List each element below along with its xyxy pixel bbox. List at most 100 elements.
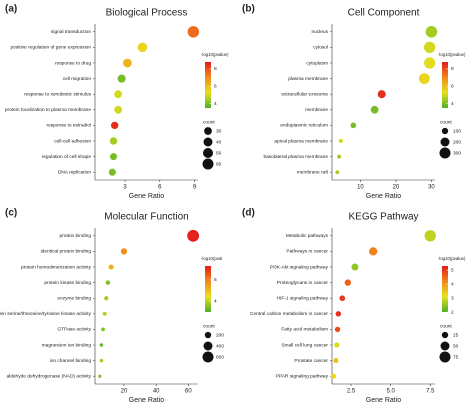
dot xyxy=(335,170,340,175)
dot xyxy=(334,326,341,333)
y-tick-label: regulation of cell shape xyxy=(42,154,92,160)
dot xyxy=(337,154,342,159)
x-tick-label: 9 xyxy=(193,185,197,191)
dot xyxy=(123,58,132,68)
y-tick-label: Proteoglycans in cancer xyxy=(277,280,329,286)
color-tick-label: 6 xyxy=(214,277,217,283)
y-tick-label: HIF-1 signaling pathway xyxy=(277,295,329,301)
y-tick-label: Fatty acid metabolism xyxy=(281,327,328,333)
y-tick-label: positive regulation of gene expression xyxy=(10,45,91,51)
color-legend-title: -log10(pvalue) xyxy=(201,52,229,57)
size-key xyxy=(441,127,449,135)
x-tick-label: 20 xyxy=(121,389,128,395)
size-key-label: 200 xyxy=(453,139,461,145)
size-key xyxy=(202,147,214,159)
dot xyxy=(338,138,344,144)
panel-title: Cell Component xyxy=(348,8,420,19)
y-tick-label: protein serine/threonine/tyrosine kinase… xyxy=(0,311,92,317)
y-tick-label: cell-cell adhesion xyxy=(54,138,91,144)
x-tick-label: 10 xyxy=(357,185,364,191)
size-key-label: 300 xyxy=(453,150,461,156)
panel: (c) Molecular Function 20 40 60 Gene Ratio pro… xyxy=(0,208,224,404)
size-key xyxy=(439,147,451,159)
dot xyxy=(350,122,357,129)
panel: (b) Cell Component 10 20 30 Gene Ratio nucleus… xyxy=(242,4,466,200)
size-legend-title: count xyxy=(440,119,452,125)
panel-label: (d) xyxy=(242,208,255,219)
y-tick-label: ion channel binding xyxy=(50,358,92,364)
dot xyxy=(99,358,104,363)
color-bar xyxy=(205,62,211,108)
panel: (a) Biological Process 3 6 9 Gene Ratio signal… xyxy=(5,4,229,200)
color-bar xyxy=(442,62,448,108)
dot xyxy=(334,342,340,348)
size-key xyxy=(439,351,451,363)
y-tick-label: response to drug xyxy=(55,60,91,66)
y-tick-label: GTPase activity xyxy=(57,327,91,333)
color-tick-label: 3 xyxy=(451,295,454,301)
x-axis-label: Gene Ratio xyxy=(129,193,165,200)
y-tick-label: extracellular exosome xyxy=(281,91,328,97)
x-axis-label: Gene Ratio xyxy=(366,397,402,404)
y-tick-label: Central carbon metabolism in cancer xyxy=(250,311,329,317)
dot xyxy=(377,90,386,99)
x-tick-label: 30 xyxy=(428,185,435,191)
y-tick-label: response to estradiol xyxy=(46,123,91,129)
size-key-label: 200 xyxy=(216,332,224,338)
y-tick-label: PI3K-Akt signaling pathway xyxy=(270,264,329,270)
dot xyxy=(423,41,436,54)
y-tick-label: nucleus xyxy=(311,29,328,35)
size-key-label: 40 xyxy=(216,139,222,145)
y-tick-label: membrane raft xyxy=(297,169,329,175)
y-tick-label: protein kinase binding xyxy=(44,280,91,286)
size-key xyxy=(204,331,212,339)
dot xyxy=(424,230,436,242)
color-bar xyxy=(442,266,448,312)
color-legend-title: -log10(pvalue) xyxy=(438,52,466,57)
y-tick-label: cytosol xyxy=(313,45,328,51)
color-tick-label: 6 xyxy=(214,84,217,90)
panel-title: KEGG Pathway xyxy=(348,212,418,223)
x-tick-label: 5.0 xyxy=(386,389,395,395)
y-tick-label: protein localization to plasma membrane xyxy=(5,107,91,113)
y-tick-label: DNA replication xyxy=(58,169,91,175)
y-tick-label: membrane xyxy=(305,107,328,113)
y-tick-label: identical protein binding xyxy=(41,249,92,255)
color-tick-label: 5 xyxy=(451,267,454,273)
dot xyxy=(109,153,118,161)
size-key-label: 60 xyxy=(216,161,222,167)
dot xyxy=(425,26,438,38)
color-bar xyxy=(205,266,211,312)
size-key xyxy=(203,341,213,351)
x-tick-label: 60 xyxy=(185,389,192,395)
dot xyxy=(105,280,111,285)
dot xyxy=(424,57,436,69)
panel-label: (c) xyxy=(5,208,17,219)
x-axis-label: Gene Ratio xyxy=(366,193,402,200)
dot xyxy=(339,295,346,302)
size-key xyxy=(203,137,213,147)
color-legend-title: -log10(pval xyxy=(201,256,222,261)
panel: (d) KEGG Pathway 2.5 5.0 7.5 Gene Ratio Metabo… xyxy=(242,208,466,404)
y-tick-label: protein binding xyxy=(60,233,92,239)
dot xyxy=(333,358,339,364)
color-tick-label: 8 xyxy=(214,66,217,72)
dot xyxy=(344,279,352,286)
dot xyxy=(370,105,379,114)
y-tick-label: cell migration xyxy=(63,76,92,82)
color-tick-label: 4 xyxy=(451,101,454,107)
dot xyxy=(418,73,430,85)
size-key xyxy=(440,341,450,351)
dot xyxy=(101,327,105,332)
dot xyxy=(369,247,378,256)
dot xyxy=(137,42,148,53)
x-tick-label: 6 xyxy=(158,185,162,191)
size-key-label: 50 xyxy=(216,150,222,156)
dot xyxy=(109,137,118,145)
color-tick-label: 4 xyxy=(451,281,454,287)
y-tick-label: Small cell lung cancer xyxy=(281,342,328,348)
y-tick-label: cytoplasm xyxy=(306,60,328,66)
panel-title: Biological Process xyxy=(106,8,188,19)
size-key xyxy=(204,127,212,135)
